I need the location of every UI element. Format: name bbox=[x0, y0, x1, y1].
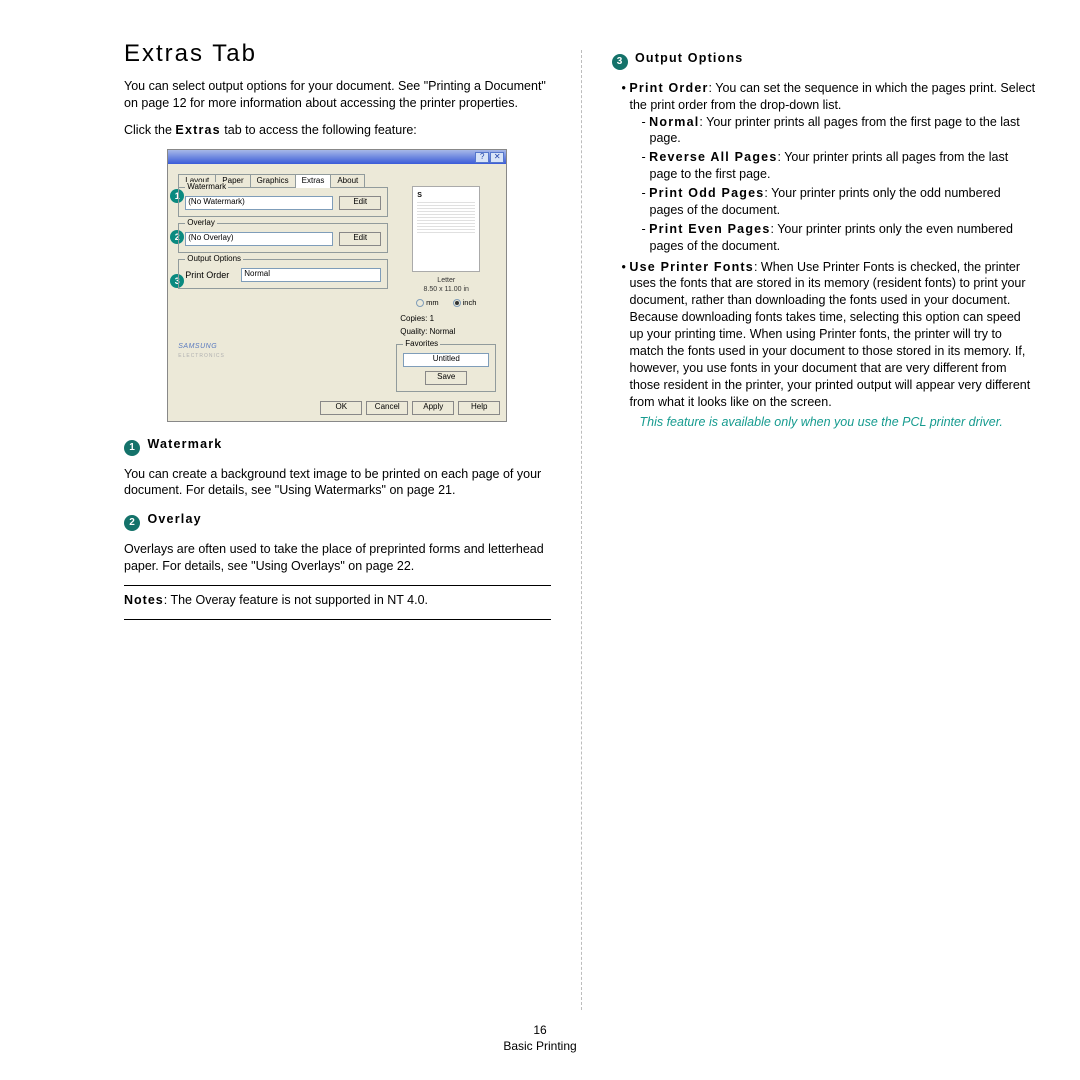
tab-graphics[interactable]: Graphics bbox=[250, 174, 296, 188]
overlay-select[interactable]: (No Overlay) bbox=[185, 232, 333, 246]
quality-label: Quality: Normal bbox=[400, 327, 496, 338]
right-column: 3 Output Options Print Order: You can se… bbox=[612, 38, 1039, 1010]
paper-dimensions: 8.50 x 11.00 in bbox=[396, 285, 496, 294]
ok-button[interactable]: OK bbox=[320, 401, 362, 415]
overlay-section: 2 Overlay Overlays are often used to tak… bbox=[124, 511, 551, 619]
intro-paragraph-2: Click the Extras tab to access the follo… bbox=[124, 122, 551, 139]
page-footer: 16 Basic Printing bbox=[0, 1022, 1080, 1054]
unit-inch-radio[interactable]: inch bbox=[453, 298, 477, 308]
cancel-button[interactable]: Cancel bbox=[366, 401, 408, 415]
favorites-group: Favorites Untitled Save bbox=[396, 344, 496, 392]
print-order-select[interactable]: Normal bbox=[241, 268, 381, 282]
page-title: Extras Tab bbox=[124, 38, 551, 70]
tab-about[interactable]: About bbox=[330, 174, 365, 188]
save-button[interactable]: Save bbox=[425, 371, 467, 385]
favorites-select[interactable]: Untitled bbox=[403, 353, 489, 367]
dialog-titlebar: ? ✕ bbox=[168, 150, 506, 164]
overlay-group: Overlay (No Overlay) Edit bbox=[178, 223, 388, 253]
help-button[interactable]: Help bbox=[458, 401, 500, 415]
printer-properties-dialog: ? ✕ 1 2 3 Layout Paper Graphics Extras A… bbox=[167, 149, 507, 422]
brand-logo: SAMSUNG ELECTRONICS bbox=[178, 342, 225, 361]
output-options-group: Output Options Print Order Normal bbox=[178, 259, 388, 289]
overlay-note: Notes: The Overay feature is not support… bbox=[124, 592, 551, 609]
watermark-select[interactable]: (No Watermark) bbox=[185, 196, 333, 210]
watermark-section: 1 Watermark You can create a background … bbox=[124, 436, 551, 500]
unit-mm-radio[interactable]: mm bbox=[416, 298, 439, 308]
copies-label: Copies: 1 bbox=[400, 314, 496, 325]
help-icon[interactable]: ? bbox=[475, 152, 489, 163]
print-order-item: Print Order: You can set the sequence in… bbox=[622, 80, 1039, 255]
use-printer-fonts-item: Use Printer Fonts: When Use Printer Font… bbox=[622, 259, 1039, 432]
page-preview: S bbox=[412, 186, 480, 272]
overlay-edit-button[interactable]: Edit bbox=[339, 232, 381, 246]
watermark-group: Watermark (No Watermark) Edit bbox=[178, 187, 388, 217]
paper-name: Letter bbox=[396, 276, 496, 285]
close-icon[interactable]: ✕ bbox=[490, 152, 504, 163]
pcl-note: This feature is available only when you … bbox=[630, 414, 1039, 431]
tab-extras[interactable]: Extras bbox=[295, 174, 332, 188]
left-column: Extras Tab You can select output options… bbox=[124, 38, 551, 1010]
watermark-edit-button[interactable]: Edit bbox=[339, 196, 381, 210]
apply-button[interactable]: Apply bbox=[412, 401, 454, 415]
preview-panel: S Letter 8.50 x 11.00 in mm inch Copies:… bbox=[396, 186, 496, 398]
print-order-label: Print Order bbox=[185, 269, 235, 281]
intro-paragraph-1: You can select output options for your d… bbox=[124, 78, 551, 112]
